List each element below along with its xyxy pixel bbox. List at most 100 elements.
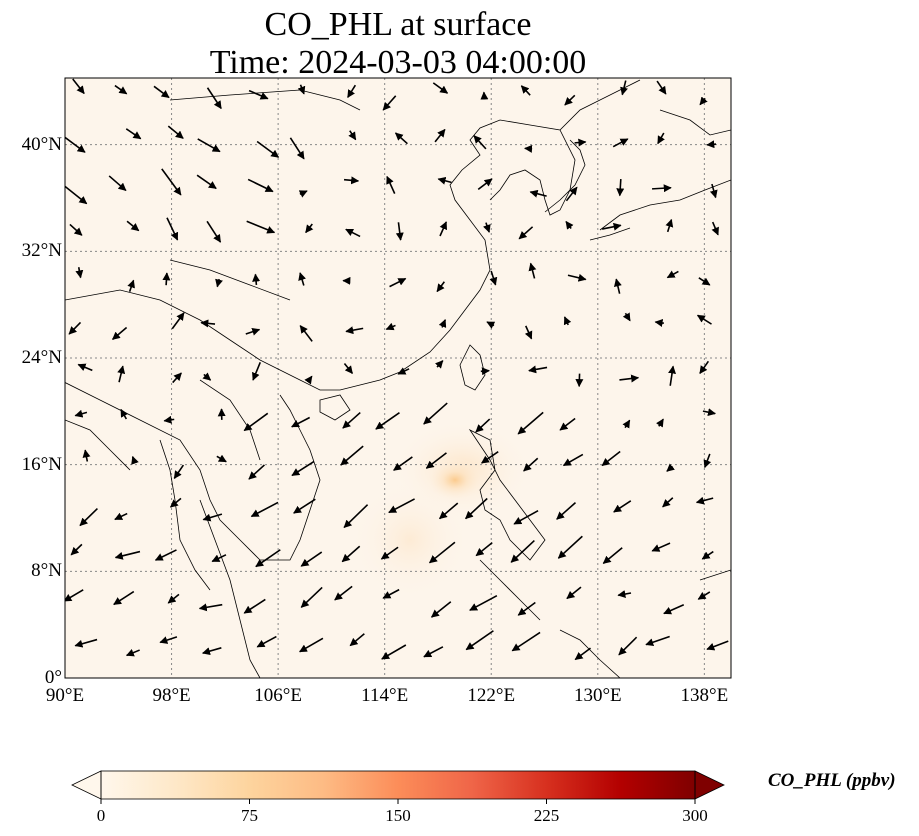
wind-arrow	[334, 585, 353, 601]
wind-arrow	[602, 547, 623, 565]
wind-arrow	[423, 646, 444, 658]
wind-arrow	[657, 132, 665, 145]
wind-arrow	[74, 409, 88, 418]
colorbar	[71, 770, 725, 804]
wind-arrow	[697, 591, 711, 600]
wind-arrow	[613, 278, 622, 294]
wind-arrow	[154, 549, 177, 561]
wind-arrow	[699, 96, 708, 106]
wind-arrow	[299, 637, 324, 653]
wind-arrow	[202, 513, 223, 522]
wind-arrow	[656, 418, 664, 428]
wind-arrow	[645, 635, 670, 647]
wind-arrow	[300, 551, 323, 567]
wind-arrow	[563, 316, 572, 326]
wind-arrow	[510, 539, 535, 563]
wind-arrow	[211, 554, 227, 563]
wind-arrow	[432, 82, 449, 94]
wind-arrow	[341, 545, 361, 563]
wind-arrow	[486, 321, 496, 329]
wind-arrow	[617, 590, 632, 598]
wind-arrow	[489, 270, 498, 286]
wind-arrow	[483, 222, 491, 233]
wind-arrow	[125, 648, 140, 657]
wind-arrow	[564, 94, 576, 106]
coastlines	[65, 79, 731, 678]
colorbar-tick-label: 0	[96, 806, 106, 825]
wind-arrow	[65, 136, 86, 153]
wind-arrow	[622, 312, 631, 322]
wind-arrow	[437, 176, 452, 185]
wind-arrow	[65, 185, 88, 205]
wind-arrow	[111, 326, 128, 341]
wind-arrow	[475, 418, 491, 433]
wind-arrow	[120, 408, 129, 420]
x-tick-label: 90°E	[45, 685, 85, 706]
wind-arrow	[567, 273, 587, 282]
wind-arrow	[520, 85, 531, 96]
wind-arrow	[699, 360, 710, 375]
wind-arrow	[662, 497, 674, 508]
wind-arrow	[349, 633, 365, 647]
wind-arrow	[389, 277, 407, 288]
wind-arrow	[68, 321, 82, 335]
wind-arrow	[652, 184, 672, 193]
wind-arrow	[434, 360, 444, 369]
wind-arrow	[169, 497, 182, 508]
wind-arrow	[304, 375, 313, 385]
wind-arrow	[511, 631, 541, 652]
wind-arrow	[196, 174, 217, 190]
wind-arrow	[342, 411, 361, 429]
wind-arrow	[245, 327, 261, 336]
wind-arrow	[173, 464, 185, 480]
x-tick-label: 122°E	[467, 685, 516, 706]
wind-arrow	[293, 498, 316, 514]
colorbar-tick-label: 150	[385, 806, 411, 825]
map-frame	[64, 77, 732, 679]
wind-arrow	[428, 541, 456, 564]
wind-arrow	[153, 85, 170, 99]
wind-arrow	[438, 319, 447, 328]
wind-arrow	[300, 586, 323, 608]
wind-arrow	[381, 644, 407, 660]
wind-arrow	[656, 80, 667, 95]
wind-arrow	[565, 186, 578, 202]
wind-arrow	[562, 453, 584, 467]
wind-arrow	[305, 223, 314, 234]
wind-arrow	[703, 453, 712, 469]
colorbar-extend-high	[694, 770, 725, 800]
wind-arrow	[619, 374, 640, 383]
wind-arrow	[612, 138, 629, 148]
wind-arrow	[430, 601, 452, 618]
wind-arrow	[668, 365, 676, 386]
co-plume	[350, 420, 532, 600]
wind-arrow	[382, 588, 400, 599]
wind-arrow	[651, 542, 671, 552]
wind-arrow	[528, 262, 537, 279]
wind-arrow	[298, 272, 306, 286]
wind-arrow	[439, 221, 447, 237]
wind-arrow	[243, 412, 269, 432]
x-tick-label: 106°E	[254, 685, 302, 706]
wind-arrow	[696, 314, 712, 325]
wind-arrow	[161, 168, 182, 196]
wind-arrow	[299, 325, 313, 342]
wind-arrow	[256, 635, 277, 648]
wind-arrow	[574, 647, 591, 661]
wind-arrow	[518, 226, 534, 240]
wind-arrow	[202, 372, 212, 381]
wind-arrow	[524, 144, 533, 153]
wind-arrow	[709, 183, 718, 199]
wind-arrow	[393, 456, 413, 471]
wind-arrow	[654, 319, 664, 327]
wind-arrow	[706, 140, 717, 149]
wind-arrow	[528, 365, 548, 374]
wind-arrow	[556, 502, 577, 520]
wind-arrow	[465, 497, 488, 520]
y-tick-label: 24°N	[21, 347, 62, 368]
wind-arrow	[248, 464, 265, 480]
wind-arrow	[434, 128, 446, 143]
wind-arrow	[291, 416, 311, 428]
y-tick-label: 32°N	[21, 240, 62, 262]
wind-arrow	[616, 179, 625, 197]
